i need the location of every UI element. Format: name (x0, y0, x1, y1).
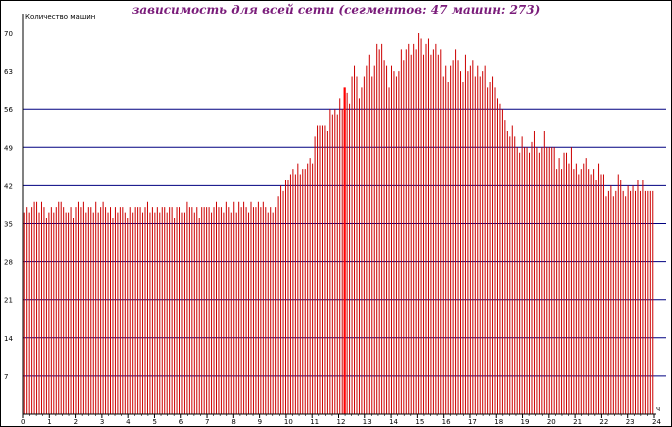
x-tick-label: 4 (126, 418, 131, 426)
x-tick-label: 6 (179, 418, 184, 426)
x-tick-label: 20 (547, 418, 556, 426)
y-tick-label: 14 (4, 335, 13, 343)
y-tick-label: 7 (4, 373, 8, 381)
y-tick-label: 42 (4, 182, 13, 190)
x-tick-label: 8 (231, 418, 235, 426)
x-tick-label: 12 (337, 418, 346, 426)
x-tick-label: 22 (599, 418, 608, 426)
y-tick-label: 70 (4, 30, 13, 38)
x-tick-label: 19 (521, 418, 530, 426)
x-tick-label: 24 (652, 418, 661, 426)
x-tick-label: 1 (47, 418, 51, 426)
x-tick-label: 21 (573, 418, 582, 426)
x-tick-label: 15 (415, 418, 424, 426)
x-axis-corner-label: ч (656, 405, 660, 413)
x-tick-labels: 0 1 2 3 4 5 6 7 8 9 10 11 12 13 14 15 16 17 18 19 20 21 22 23 24 (21, 414, 661, 426)
x-tick-label: 14 (389, 418, 398, 426)
x-tick-label: 9 (258, 418, 262, 426)
x-tick-label: 3 (100, 418, 104, 426)
y-tick-labels: 7 14 21 28 35 42 49 56 63 70 (4, 30, 13, 381)
y-tick-label: 28 (4, 259, 13, 267)
x-tick-label: 11 (310, 418, 319, 426)
x-tick-label: 17 (468, 418, 477, 426)
x-tick-label: 7 (205, 418, 209, 426)
x-tick-label: 10 (284, 418, 293, 426)
x-tick-label: 0 (21, 418, 25, 426)
x-tick-label: 2 (74, 418, 78, 426)
x-tick-label: 18 (494, 418, 503, 426)
y-tick-label: 63 (4, 68, 13, 76)
bars (23, 33, 654, 414)
x-tick-label: 23 (626, 418, 635, 426)
x-tick-label: 16 (442, 418, 451, 426)
y-tick-label: 35 (4, 221, 13, 229)
x-tick-label: 13 (363, 418, 372, 426)
y-tick-label: 21 (4, 297, 13, 305)
chart-title: зависимость для всей сети (сегментов: 47… (131, 3, 541, 17)
y-tick-label: 49 (4, 144, 13, 152)
x-tick-label: 5 (152, 418, 156, 426)
y-axis-label: Количество машин (25, 13, 95, 21)
y-tick-label: 56 (4, 106, 13, 114)
